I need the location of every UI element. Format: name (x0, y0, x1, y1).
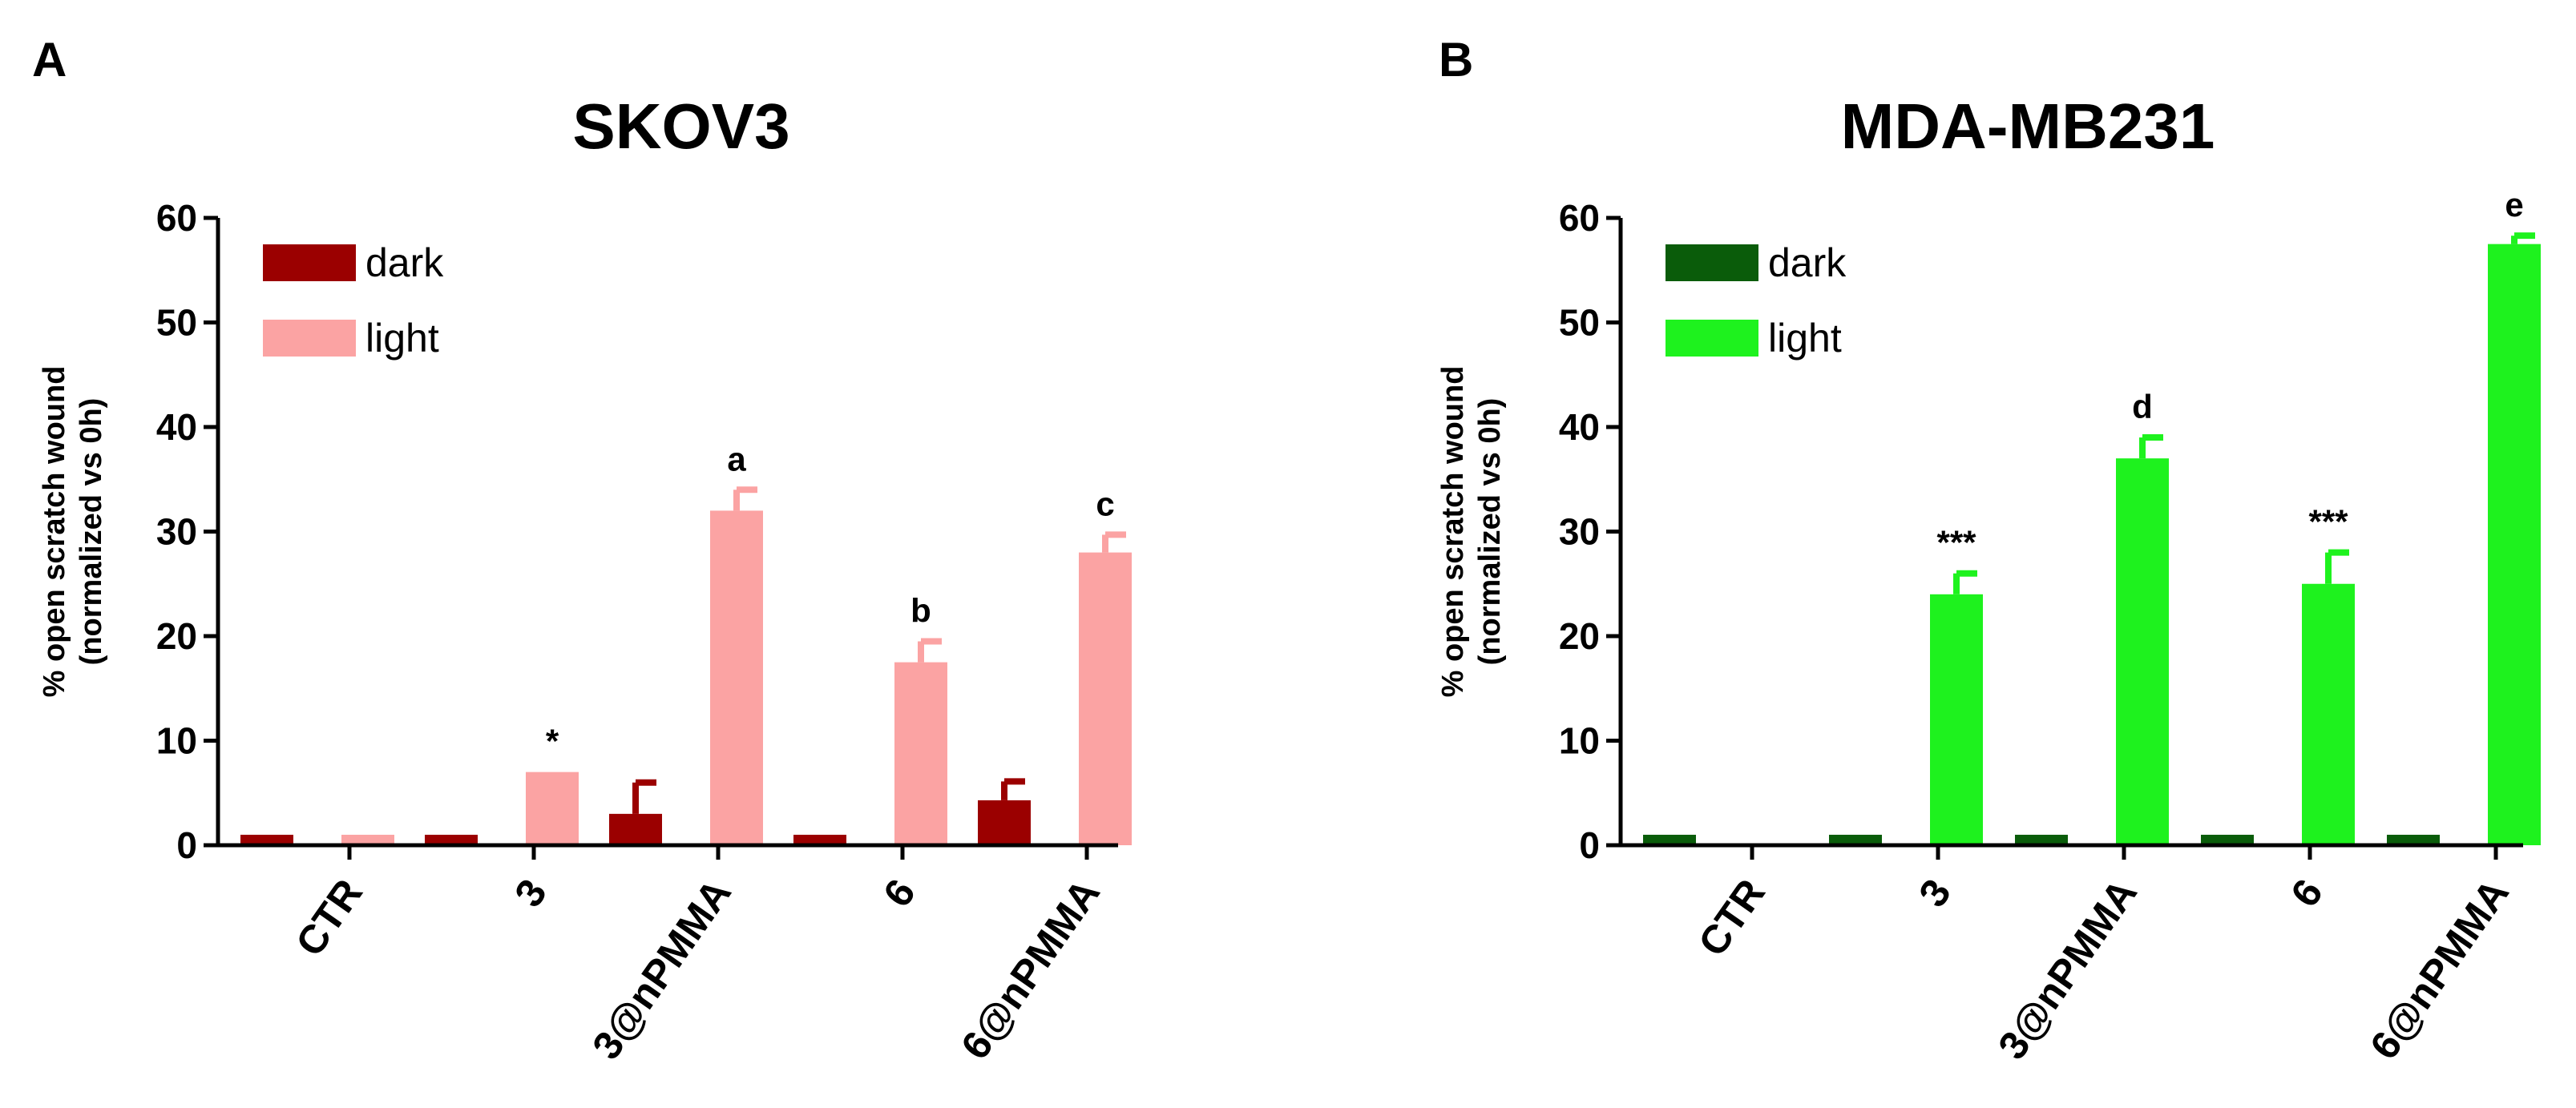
panel-a-bar-light (894, 662, 947, 845)
panel-a-x-tick-label: 6 (874, 871, 924, 915)
panel-b-letter: B (1439, 33, 1473, 87)
panel-b-x-tick-label: 6@nPMMA (2361, 871, 2517, 1067)
panel-a-x-tick-label: 3@nPMMA (583, 871, 740, 1067)
panel-a-legend-label-light: light (365, 316, 439, 361)
panel-a-plot: % open scratch wound (normalized vs 0h) 0 1… (38, 197, 1132, 1067)
panel-b-y-tick-label: 60 (1559, 197, 1600, 239)
panel-a-annotation: a (727, 440, 746, 477)
panel-b-legend-label-light: light (1768, 316, 1842, 361)
panel-a-legend-swatch-light (263, 320, 356, 357)
panel-b-bar-dark (1643, 834, 1696, 845)
panel-b-bar-dark (1829, 834, 1882, 845)
panel-b-annotation: *** (2308, 503, 2348, 541)
panel-b-legend-label-dark: dark (1768, 240, 1847, 285)
panel-b-x-tick-label: 6 (2282, 871, 2332, 915)
panel-b-y-tick-label: 40 (1559, 406, 1600, 448)
panel-a-y-tick-label: 0 (176, 824, 197, 866)
panel-a-bar-dark (425, 834, 478, 845)
panel-a-annotation: * (546, 723, 559, 760)
panel-a-y-axis-label-line2: (normalized vs 0h) (75, 398, 108, 666)
panel-b-annotation: d (2132, 388, 2153, 425)
panel-a-x-tick-label: 6@nPMMA (952, 871, 1108, 1067)
panel-b-bar-light (2302, 583, 2355, 845)
panel-a-bar-light (710, 510, 763, 845)
panel-b-y-tick-label: 0 (1579, 824, 1600, 866)
panel-a-y-tick-label: 50 (156, 302, 197, 344)
panel-a-title: SKOV3 (572, 91, 789, 162)
panel-a-bar-dark (793, 834, 846, 845)
panel-a-y-tick-label: 20 (156, 615, 197, 657)
panel-b-y-axis-label-line1: % open scratch wound (1436, 366, 1470, 698)
panel-a-y-tick-label: 10 (156, 720, 197, 762)
panel-b-bar-light (1930, 594, 1983, 845)
panel-b: B MDA-MB231 % open scratch wound (normali… (1436, 33, 2541, 1067)
panel-a-legend-label-dark: dark (365, 240, 444, 285)
panel-a-bar-light (341, 834, 394, 845)
panel-a-bar-dark (240, 834, 293, 845)
panel-a-y-tick-label: 30 (156, 511, 197, 553)
panel-b-plot: % open scratch wound (normalized vs 0h) 0 1… (1436, 186, 2541, 1067)
panel-a-bar-dark (609, 813, 662, 845)
panel-a-letter: A (32, 33, 67, 87)
panel-b-y-axis-label: % open scratch wound (normalized vs 0h) (1436, 366, 1507, 698)
panel-b-bar-dark (2015, 834, 2068, 845)
panel-a-annotation: c (1096, 485, 1114, 522)
panel-a-bar-light (526, 772, 579, 845)
panel-b-y-tick-label: 30 (1559, 511, 1600, 553)
panel-b-title: MDA-MB231 (1841, 91, 2215, 162)
panel-b-bar-dark (2387, 834, 2440, 845)
panel-b-bar-light (2488, 244, 2541, 845)
panel-b-legend-swatch-dark (1666, 244, 1758, 281)
panel-a: A SKOV3 % open scratch wound (normalized … (32, 33, 1132, 1067)
panel-a-x-tick-label: CTR (287, 871, 371, 964)
panel-a-bar-dark (978, 800, 1031, 845)
panel-a-y-tick-label: 60 (156, 197, 197, 239)
panel-b-annotation: *** (1936, 524, 1976, 562)
panel-b-bar-light (2116, 458, 2169, 845)
panel-b-x-tick-label: 3 (1910, 871, 1960, 915)
panel-b-y-tick-label: 20 (1559, 615, 1600, 657)
panel-a-y-axis-label-line1: % open scratch wound (38, 366, 71, 698)
panel-b-x-tick-label: CTR (1690, 871, 1774, 964)
panel-b-annotation: e (2505, 186, 2523, 224)
panel-b-y-axis-label-line2: (normalized vs 0h) (1473, 398, 1507, 666)
panel-b-legend-swatch-light (1666, 320, 1758, 357)
panel-a-y-axis-label: % open scratch wound (normalized vs 0h) (38, 366, 108, 698)
panel-b-y-tick-label: 10 (1559, 720, 1600, 762)
panel-b-bar-dark (2201, 834, 2254, 845)
panel-a-y-tick-label: 40 (156, 406, 197, 448)
panel-a-x-tick-label: 3 (506, 871, 555, 915)
panel-b-y-tick-label: 50 (1559, 302, 1600, 344)
panel-a-annotation: b (910, 592, 931, 630)
panel-a-legend-swatch-dark (263, 244, 356, 281)
panel-a-bar-light (1079, 552, 1132, 845)
panel-b-x-tick-label: 3@nPMMA (1989, 871, 2146, 1067)
